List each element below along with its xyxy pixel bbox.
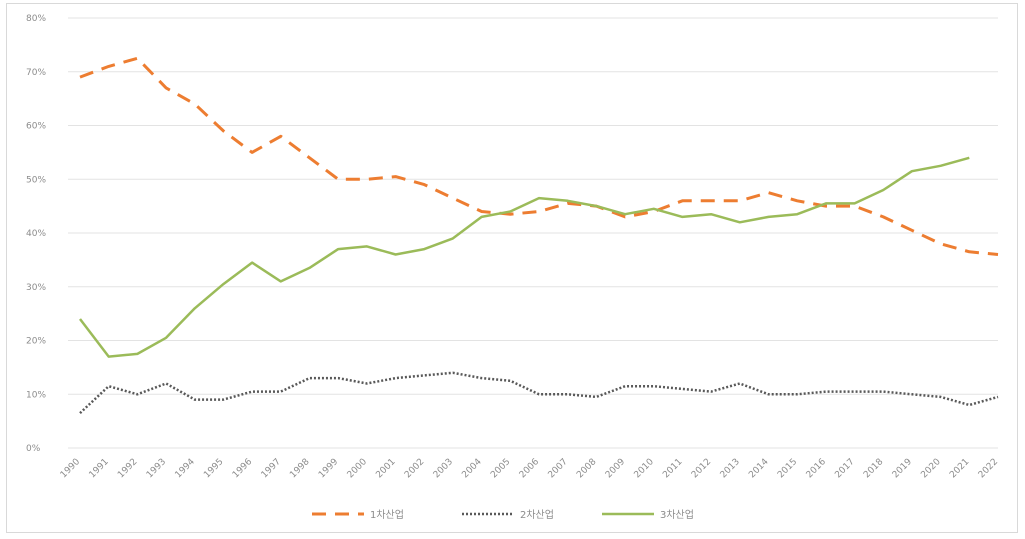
x-tick-label: 1993 — [145, 457, 168, 480]
y-tick-label: 30% — [26, 283, 46, 293]
x-tick-label: 1999 — [317, 457, 340, 480]
y-tick-label: 60% — [26, 122, 46, 132]
y-tick-label: 20% — [26, 337, 46, 347]
x-tick-label: 2014 — [747, 457, 770, 480]
series-line-2 — [79, 371, 999, 415]
y-tick-label: 70% — [26, 68, 46, 78]
x-tick-label: 2019 — [891, 457, 914, 480]
x-tick-label: 2020 — [919, 457, 942, 480]
x-tick-label: 2003 — [432, 457, 455, 480]
x-tick-label: 2018 — [862, 457, 885, 480]
x-tick-label: 2016 — [805, 457, 828, 480]
x-tick-label: 2010 — [633, 457, 656, 480]
chart-frame — [6, 3, 1018, 533]
x-tick-label: 1992 — [116, 457, 139, 480]
x-tick-label: 2009 — [604, 457, 627, 480]
series-lines — [79, 56, 999, 415]
legend-label-2: 2차산업 — [520, 508, 554, 521]
x-tick-label: 2017 — [833, 457, 856, 480]
gridlines — [68, 17, 998, 449]
x-tick-label: 2002 — [403, 457, 426, 480]
y-tick-label: 10% — [26, 390, 46, 400]
x-tick-label: 1990 — [59, 457, 82, 480]
legend: 1차산업 2차산업 3차산업 — [312, 508, 694, 521]
x-tick-label: 2021 — [948, 457, 971, 480]
legend-label-3: 3차산업 — [660, 508, 694, 521]
y-tick-label: 50% — [26, 175, 46, 185]
x-tick-label: 2006 — [518, 457, 541, 480]
x-tick-label: 1998 — [288, 457, 311, 480]
x-axis-ticks: 1990 1991 1992 1993 1994 1995 1996 1997 1998 1999… — [59, 457, 1000, 480]
x-tick-label: 1996 — [231, 457, 254, 480]
y-tick-label: 40% — [26, 229, 46, 239]
x-tick-label: 1991 — [88, 457, 111, 480]
x-tick-label: 2013 — [719, 457, 742, 480]
x-tick-label: 2011 — [661, 457, 684, 480]
y-tick-label: 80% — [26, 14, 46, 24]
series-line-3 — [79, 156, 970, 358]
x-tick-label: 1997 — [260, 457, 283, 480]
legend-label-1: 1차산업 — [370, 508, 404, 521]
x-tick-label: 2015 — [776, 457, 799, 480]
x-tick-label: 2005 — [489, 457, 512, 480]
x-tick-label: 2001 — [374, 457, 397, 480]
x-tick-label: 2000 — [346, 457, 369, 480]
x-tick-label: 1994 — [174, 457, 197, 480]
series-line-1 — [79, 56, 999, 256]
x-tick-label: 2022 — [977, 457, 1000, 480]
x-tick-label: 2008 — [575, 457, 598, 480]
x-tick-label: 2004 — [460, 457, 483, 480]
x-tick-label: 2007 — [547, 457, 570, 480]
x-tick-label: 1995 — [202, 457, 225, 480]
y-axis-ticks: 0% 10% 20% 30% 40% 50% 60% 70% 80% — [26, 14, 46, 454]
x-tick-label: 2012 — [690, 457, 713, 480]
y-tick-label: 0% — [26, 444, 41, 454]
